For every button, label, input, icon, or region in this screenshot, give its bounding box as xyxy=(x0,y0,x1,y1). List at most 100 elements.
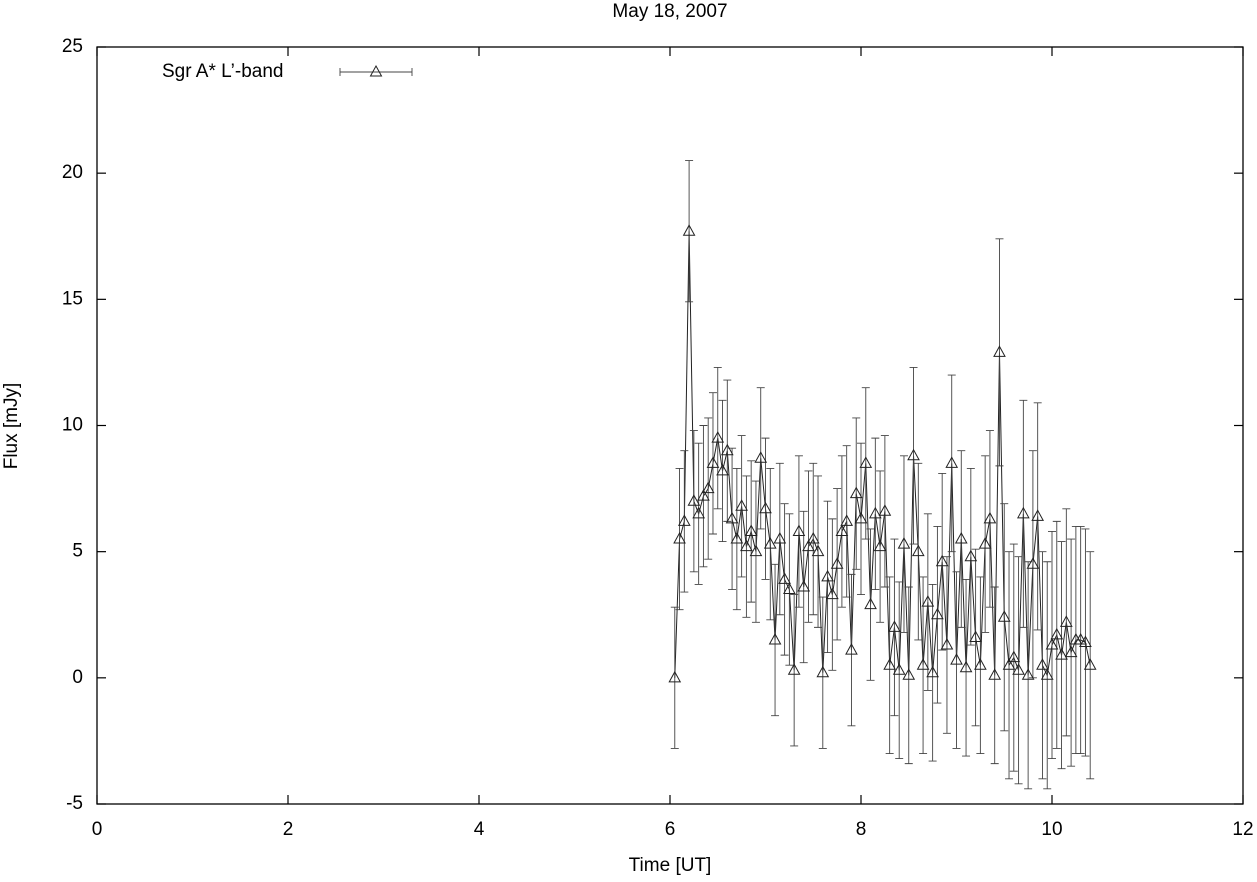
data-point xyxy=(931,607,944,620)
data-point xyxy=(711,431,725,443)
error-bar xyxy=(909,367,918,545)
data-point xyxy=(1040,668,1054,680)
error-bar xyxy=(799,510,808,664)
data-point xyxy=(1055,648,1068,660)
data-point xyxy=(1050,627,1064,640)
data-point xyxy=(697,489,710,501)
error-bar xyxy=(837,455,846,608)
data-point xyxy=(978,537,992,549)
data-point xyxy=(773,532,787,544)
error-bar xyxy=(976,576,985,754)
error-bar xyxy=(833,488,842,641)
error-bar xyxy=(866,528,875,681)
data-point xyxy=(1079,635,1092,648)
data-point xyxy=(692,506,705,519)
error-bar xyxy=(871,437,880,590)
error-bar xyxy=(933,525,942,704)
error-bar xyxy=(847,573,856,727)
error-bar xyxy=(938,472,947,651)
data-point xyxy=(783,582,796,595)
data-point xyxy=(921,595,935,607)
error-bar xyxy=(861,387,870,540)
y-tick-label: -5 xyxy=(66,793,83,814)
data-point xyxy=(892,663,906,675)
error-bar xyxy=(1076,525,1085,754)
error-bar xyxy=(756,387,765,530)
error-bar xyxy=(828,518,837,671)
data-point xyxy=(1064,645,1078,658)
data-point xyxy=(725,511,739,524)
error-bar xyxy=(1052,520,1061,749)
error-bar xyxy=(995,238,1004,467)
error-bar xyxy=(675,467,684,611)
data-point xyxy=(673,532,686,544)
data-point xyxy=(940,637,954,650)
data-point xyxy=(830,557,844,569)
legend-label: Sgr A* L’-band xyxy=(162,61,283,82)
y-tick-label: 10 xyxy=(62,415,83,436)
data-point xyxy=(945,456,959,468)
data-point xyxy=(816,665,830,678)
data-point xyxy=(706,456,720,468)
error-bar xyxy=(899,455,908,633)
data-point xyxy=(668,670,682,683)
data-point xyxy=(859,456,873,468)
data-point xyxy=(759,501,772,514)
x-tick-label: 0 xyxy=(92,819,103,840)
data-point xyxy=(740,539,753,552)
error-bar xyxy=(814,475,823,628)
data-point xyxy=(716,463,729,476)
data-point xyxy=(1021,668,1035,680)
error-bar xyxy=(708,392,717,535)
x-tick-label: 2 xyxy=(283,819,294,840)
data-point xyxy=(806,532,820,544)
y-tick-label: 0 xyxy=(72,667,83,688)
data-point xyxy=(916,658,930,670)
data-point xyxy=(821,569,834,582)
data-point xyxy=(983,511,997,524)
data-point xyxy=(730,532,744,544)
x-tick-label: 4 xyxy=(474,819,485,840)
data-point xyxy=(1036,658,1049,670)
data-point xyxy=(1012,663,1025,675)
error-bar xyxy=(718,399,727,543)
data-point xyxy=(778,572,791,584)
data-point xyxy=(959,660,973,673)
error-bar xyxy=(904,586,913,765)
error-bar xyxy=(818,596,827,749)
data-point xyxy=(835,524,849,536)
data-point xyxy=(677,514,691,526)
error-bar xyxy=(771,563,780,717)
error-bar xyxy=(823,500,832,654)
error-bar xyxy=(880,435,889,588)
data-point xyxy=(1059,615,1073,627)
data-point xyxy=(950,653,963,665)
error-bar xyxy=(699,425,708,568)
error-bar xyxy=(876,470,885,623)
error-bar xyxy=(775,462,784,616)
error-bar xyxy=(923,513,932,691)
error-bar xyxy=(1014,556,1023,785)
data-point xyxy=(964,549,978,562)
data-point xyxy=(749,544,763,557)
error-bar xyxy=(942,556,951,734)
error-bar xyxy=(732,467,741,611)
error-bar xyxy=(952,571,961,749)
error-bar xyxy=(670,606,679,749)
error-bar xyxy=(890,538,899,717)
y-tick-label: 5 xyxy=(72,541,83,562)
data-point xyxy=(826,587,839,600)
error-bar xyxy=(713,367,722,510)
error-bar xyxy=(895,581,904,760)
error-bar xyxy=(990,586,999,765)
error-bar xyxy=(1000,503,1009,732)
x-tick-label: 8 xyxy=(856,819,867,840)
error-bar xyxy=(751,480,760,623)
data-point xyxy=(954,532,968,544)
error-bar xyxy=(1057,541,1066,770)
data-point xyxy=(988,668,1002,680)
error-bar xyxy=(689,430,698,573)
data-point xyxy=(911,544,925,557)
error-bar xyxy=(1048,531,1056,760)
error-bar xyxy=(852,417,861,570)
